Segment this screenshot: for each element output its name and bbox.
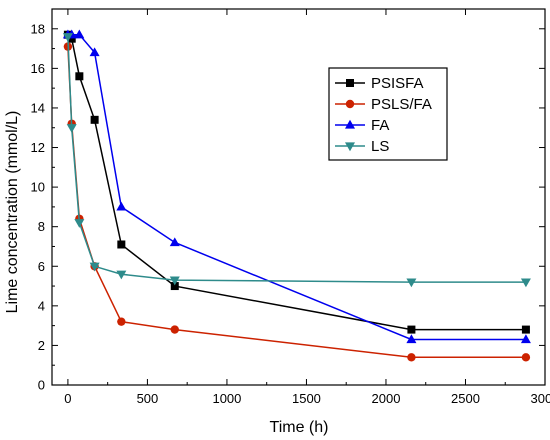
data-point (117, 240, 126, 249)
plot-area (52, 9, 545, 385)
legend-label: FA (371, 117, 389, 134)
data-point (521, 353, 531, 362)
x-tick-label: 1000 (212, 391, 241, 406)
legend-label: PSLS/FA (371, 96, 432, 113)
legend-item: PSLS/FA (335, 96, 432, 113)
data-point (75, 72, 84, 81)
y-axis-title: Lime concentration (mmol/L) (4, 111, 21, 314)
data-point (406, 278, 417, 288)
data-point (67, 34, 76, 43)
data-point (116, 201, 127, 211)
series-layer (62, 29, 531, 362)
legend-marker (346, 79, 354, 87)
series-line (67, 34, 526, 331)
x-tick-label: 1500 (292, 391, 321, 406)
data-point (74, 219, 85, 228)
legend: PSISFA PSLS/FA FA LS (328, 67, 448, 161)
y-tick-label: 8 (38, 219, 45, 234)
data-point (89, 47, 100, 57)
data-point (521, 325, 530, 334)
y-tick-label: 16 (31, 61, 45, 76)
data-point (520, 278, 531, 288)
data-point (89, 262, 100, 272)
series-line (67, 36, 526, 283)
data-point (170, 282, 179, 291)
data-point (66, 124, 77, 133)
legend-marker (345, 99, 355, 109)
x-axis-title: Time (h) (270, 419, 329, 436)
x-tick-label: 2500 (451, 391, 480, 406)
y-tick-label: 12 (31, 140, 45, 155)
data-point (117, 317, 126, 326)
y-tick-label: 6 (38, 259, 45, 274)
plot-frame (51, 8, 546, 386)
legend-marker (345, 119, 355, 129)
data-point (170, 325, 179, 334)
data-point (520, 334, 531, 344)
legend-label: PSISFA (371, 75, 424, 92)
legend-marker (345, 142, 355, 152)
x-tick-label: 0 (64, 391, 71, 406)
y-tick-label: 14 (31, 100, 45, 115)
data-point (90, 115, 99, 124)
legend-item: PSISFA (335, 75, 424, 92)
data-point (169, 276, 180, 286)
y-tick-label: 18 (31, 21, 45, 36)
legend-label: LS (371, 138, 389, 155)
x-tick-label: 2000 (372, 391, 401, 406)
y-tick-label: 10 (31, 180, 45, 195)
data-point (407, 325, 416, 334)
legend-item: LS (335, 138, 389, 155)
plot-background (52, 9, 545, 385)
data-point (407, 353, 416, 362)
data-point (116, 270, 127, 280)
x-tick-label: 500 (137, 391, 159, 406)
data-point (406, 334, 417, 344)
legend-item: FA (335, 117, 389, 134)
y-tick-label: 4 (38, 298, 45, 313)
data-point (74, 29, 85, 39)
data-point (62, 33, 73, 42)
data-point (169, 237, 180, 247)
series-ls (62, 33, 531, 288)
y-tick-label: 0 (38, 378, 45, 393)
y-tick-label: 2 (38, 338, 45, 353)
